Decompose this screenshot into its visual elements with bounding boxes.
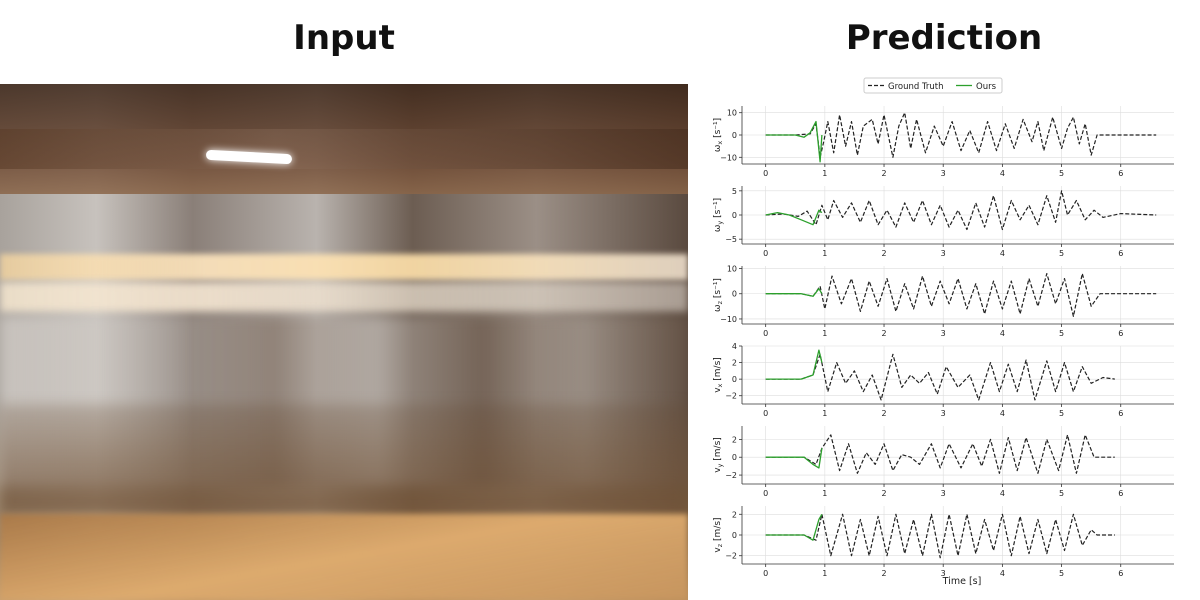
x-tick-label: 2 xyxy=(881,329,886,338)
prediction-heading: Prediction xyxy=(845,18,1043,58)
x-tick-label: 1 xyxy=(822,329,827,338)
x-tick-label: 2 xyxy=(881,169,886,178)
series-ours xyxy=(765,349,823,380)
x-tick-label: 4 xyxy=(1000,409,1005,418)
x-tick-label: 6 xyxy=(1118,329,1123,338)
panel-1: −10 0 10 0 1 2 3 4 5 6 ωx [s⁻¹] xyxy=(713,106,1174,178)
panel-6: −2 0 2 0 1 2 3 4 5 6 vz [m/s] xyxy=(713,506,1174,578)
x-tick-label: 3 xyxy=(941,409,946,418)
x-tick-label: 6 xyxy=(1118,169,1123,178)
x-tick-label: 2 xyxy=(881,569,886,578)
x-tick-label: 3 xyxy=(941,169,946,178)
y-tick-label: 0 xyxy=(732,531,737,540)
series-ground-truth xyxy=(765,513,1115,559)
x-tick-label: 1 xyxy=(822,569,827,578)
y-tick-label: 5 xyxy=(732,187,737,196)
x-tick-label: 1 xyxy=(822,169,827,178)
legend-box xyxy=(863,77,1003,94)
y-tick-label: 0 xyxy=(732,290,737,299)
y-tick-label: 10 xyxy=(727,109,737,118)
x-tick-label: 6 xyxy=(1118,409,1123,418)
y-axis-label: ωx [s⁻¹] xyxy=(713,118,724,152)
panel-3: −10 0 10 0 1 2 3 4 5 6 ωz [s⁻¹] xyxy=(713,265,1174,338)
y-axis-label: vz [m/s] xyxy=(713,517,724,552)
y-axis-label: vx [m/s] xyxy=(713,357,724,393)
x-tick-label: 4 xyxy=(1000,489,1005,498)
y-tick-label: −2 xyxy=(725,552,737,561)
x-tick-label: 5 xyxy=(1059,169,1064,178)
x-tick-label: 1 xyxy=(822,249,827,258)
x-tick-label: 0 xyxy=(763,169,768,178)
x-tick-label: 3 xyxy=(941,249,946,258)
x-tick-label: 2 xyxy=(881,249,886,258)
x-tick-label: 3 xyxy=(941,489,946,498)
x-tick-label: 4 xyxy=(1000,249,1005,258)
x-tick-label: 1 xyxy=(822,409,827,418)
y-tick-label: 4 xyxy=(732,342,737,351)
y-axis-label: ωy [s⁻¹] xyxy=(713,198,724,232)
x-tick-label: 2 xyxy=(881,409,886,418)
y-tick-label: 2 xyxy=(732,435,737,444)
x-tick-label: 0 xyxy=(763,569,768,578)
legend-gt-label: Ground Truth xyxy=(888,82,944,92)
y-tick-label: −10 xyxy=(720,315,737,324)
x-tick-label: 3 xyxy=(941,329,946,338)
y-tick-label: 0 xyxy=(732,375,737,384)
y-tick-label: 2 xyxy=(732,359,737,368)
y-tick-label: 0 xyxy=(732,211,737,220)
series-ours xyxy=(765,448,823,469)
series-ground-truth xyxy=(765,273,1157,317)
x-tick-label: 6 xyxy=(1118,249,1123,258)
x-tick-label: 4 xyxy=(1000,569,1005,578)
series-ground-truth xyxy=(765,353,1115,401)
y-axis-label: vy [m/s] xyxy=(713,437,724,473)
y-tick-label: −2 xyxy=(725,471,737,480)
input-heading: Input xyxy=(293,18,395,58)
legend: Ground Truth Ours xyxy=(863,77,1003,94)
x-tick-label: 6 xyxy=(1118,489,1123,498)
x-tick-label: 5 xyxy=(1059,409,1064,418)
y-tick-label: 2 xyxy=(732,510,737,519)
y-axis-label: ωz [s⁻¹] xyxy=(713,278,724,312)
x-tick-label: 0 xyxy=(763,249,768,258)
x-tick-label: 6 xyxy=(1118,569,1123,578)
y-tick-label: −10 xyxy=(720,153,737,162)
x-tick-label: 5 xyxy=(1059,569,1064,578)
x-tick-label: 5 xyxy=(1059,329,1064,338)
panel-2: −5 0 5 0 1 2 3 4 5 6 ωy [s⁻¹] xyxy=(713,186,1174,258)
x-tick-label: 1 xyxy=(822,489,827,498)
y-tick-label: 0 xyxy=(732,453,737,462)
y-tick-label: −5 xyxy=(725,235,737,244)
y-tick-label: 0 xyxy=(732,131,737,140)
x-tick-label: 5 xyxy=(1059,489,1064,498)
x-tick-label: 3 xyxy=(941,569,946,578)
legend-ours-label: Ours xyxy=(976,82,997,92)
series-ours xyxy=(765,209,823,226)
x-tick-label: 0 xyxy=(763,329,768,338)
series-ground-truth xyxy=(765,190,1157,231)
y-tick-label: −2 xyxy=(725,392,737,401)
x-axis-label: Time [s] xyxy=(942,576,982,587)
series-ground-truth xyxy=(765,112,1157,158)
blurred-input-image xyxy=(0,84,688,600)
x-tick-label: 5 xyxy=(1059,249,1064,258)
x-tick-label: 2 xyxy=(881,489,886,498)
panel-5: −2 0 2 0 1 2 3 4 5 6 vy [m/s] xyxy=(713,426,1174,498)
series-ours xyxy=(765,513,823,541)
series-ours xyxy=(765,288,823,297)
x-tick-label: 0 xyxy=(763,409,768,418)
x-tick-label: 4 xyxy=(1000,169,1005,178)
x-tick-label: 4 xyxy=(1000,329,1005,338)
series-ours xyxy=(765,120,823,163)
panel-4: −2 0 2 4 0 1 2 3 4 5 6 vx [m/s] xyxy=(713,342,1174,418)
y-tick-label: 10 xyxy=(727,265,737,274)
x-tick-label: 0 xyxy=(763,489,768,498)
